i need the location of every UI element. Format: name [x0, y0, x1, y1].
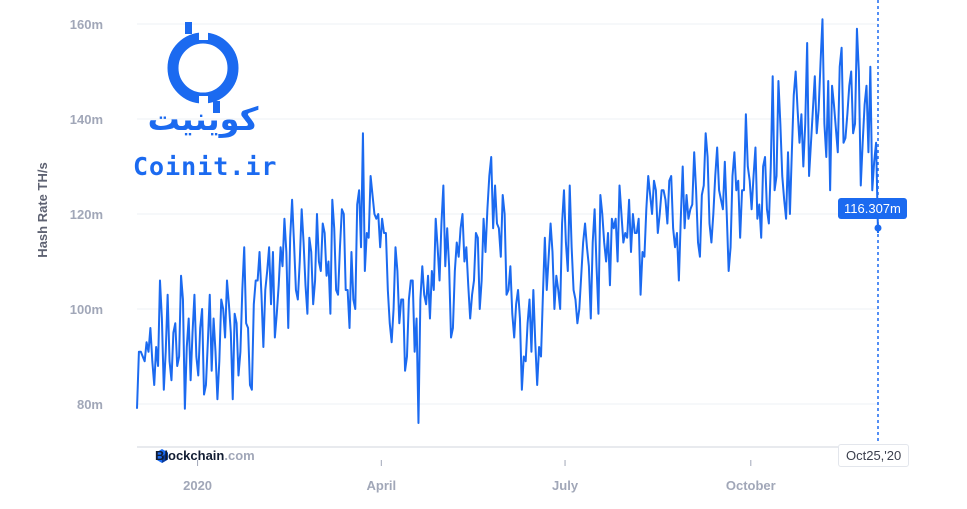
hover-point[interactable]: [874, 224, 882, 232]
y-tick-label: 140m: [70, 112, 103, 127]
y-tick-label: 100m: [70, 302, 103, 317]
tooltip-date-badge: Oct25,'20: [838, 444, 910, 467]
x-axis-ticks: 2020 April July October: [183, 460, 776, 493]
grid-lines: [137, 23, 878, 405]
coinit-logo-icon: [167, 22, 239, 113]
x-tick-label: 2020: [183, 478, 212, 493]
x-tick-label: July: [552, 478, 579, 493]
y-tick-label: 120m: [70, 207, 103, 222]
logo-latin-text: Coinit.ir: [133, 152, 278, 181]
blockchain-logo-icon: [156, 449, 168, 463]
y-axis-label: Hash Rate TH/s: [35, 162, 50, 257]
x-tick-label: October: [726, 478, 776, 493]
series-line-hash-rate: [136, 18, 879, 424]
logo-persian-text: کوینیت: [147, 100, 259, 138]
x-tick-label: April: [366, 478, 396, 493]
y-tick-label: 80m: [77, 397, 103, 412]
watermark-domain: .com: [224, 448, 255, 463]
y-axis-ticks: 80m 100m 120m 140m 160m: [70, 17, 103, 412]
blockchain-watermark: Blockchain.com: [155, 448, 255, 463]
tooltip-value-badge: 116.307m: [838, 198, 907, 219]
watermark-brand: Blockchain: [155, 448, 225, 463]
y-tick-label: 160m: [70, 17, 103, 32]
